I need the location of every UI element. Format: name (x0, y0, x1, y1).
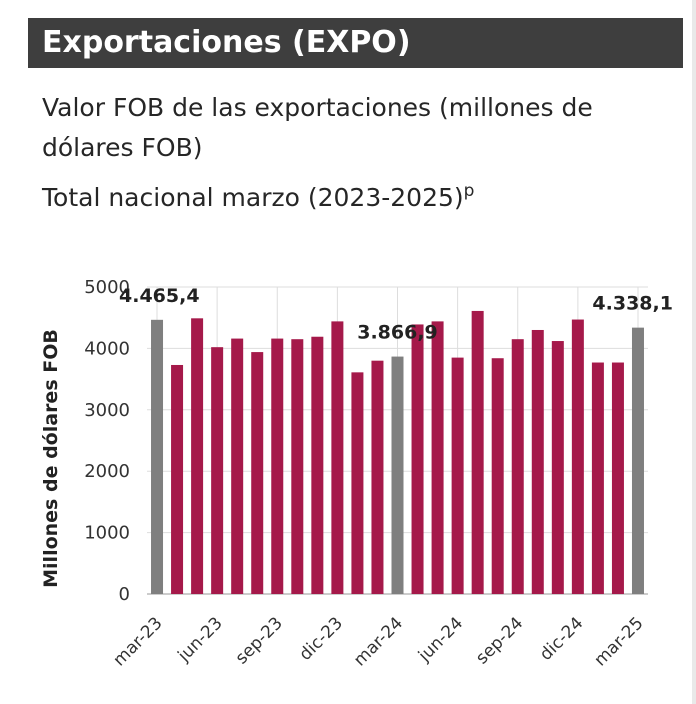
bar-mar-25 (631, 327, 644, 594)
bar-may-23 (191, 318, 204, 594)
y-tick-label: 2000 (84, 461, 130, 482)
bar-ene-24 (351, 372, 364, 594)
x-tick-label: jun-23 (174, 613, 227, 666)
x-tick-label: sep-23 (232, 613, 287, 668)
bar-feb-24 (371, 360, 384, 594)
y-tick-label: 0 (119, 584, 130, 605)
scrollbar[interactable] (692, 0, 696, 704)
y-axis-label: Millones de dólares FOB (40, 329, 62, 588)
chart-subtitle-2: Total nacional marzo (2023-2025)p (42, 173, 474, 216)
bar-dic-23 (331, 321, 344, 594)
bar-sep-23 (271, 338, 284, 594)
bar-dic-24 (571, 319, 584, 594)
x-tick-label: sep-24 (472, 613, 527, 668)
bar-ago-23 (251, 352, 264, 594)
x-tick-label: dic-23 (296, 613, 347, 664)
x-tick-label: mar-23 (110, 613, 167, 670)
section-header: Exportaciones (EXPO) (28, 18, 696, 68)
bar-abr-24 (411, 324, 424, 594)
bar-sep-24 (511, 339, 524, 594)
bar-mar-24 (391, 356, 404, 594)
bar-ago-24 (491, 358, 504, 594)
bar-oct-23 (291, 339, 304, 594)
bar-feb-25 (611, 362, 624, 594)
bar-nov-23 (311, 336, 324, 594)
bar-jun-23 (211, 347, 224, 594)
bar-may-24 (431, 321, 444, 594)
y-tick-label: 4000 (84, 338, 130, 359)
bar-jul-24 (471, 310, 484, 594)
bar-nov-24 (551, 341, 564, 594)
data-label: 3.866,9 (357, 322, 438, 344)
chart-subtitle-2-text: Total nacional marzo (2023-2025) (42, 183, 464, 212)
x-tick-label: jun-24 (414, 613, 467, 666)
y-tick-label: 1000 (84, 523, 130, 544)
y-tick-label: 3000 (84, 400, 130, 421)
data-label: 4.465,4 (119, 285, 200, 307)
x-tick-label: mar-25 (590, 613, 647, 670)
x-tick-label: mar-24 (350, 613, 407, 670)
bar-abr-23 (171, 364, 184, 594)
preliminary-mark: p (463, 181, 475, 201)
x-tick-label: dic-24 (536, 613, 587, 664)
bar-mar-23 (151, 319, 164, 594)
data-label: 4.338,1 (592, 293, 673, 315)
bar-jul-23 (231, 338, 244, 594)
section-title: Exportaciones (EXPO) (42, 25, 411, 60)
chart-subtitle-1: Valor FOB de las exportaciones (millones… (42, 93, 593, 162)
bar-jun-24 (451, 357, 464, 594)
y-tick-label: 5000 (84, 277, 130, 298)
bar-oct-24 (531, 329, 544, 594)
bar-ene-25 (591, 362, 604, 594)
